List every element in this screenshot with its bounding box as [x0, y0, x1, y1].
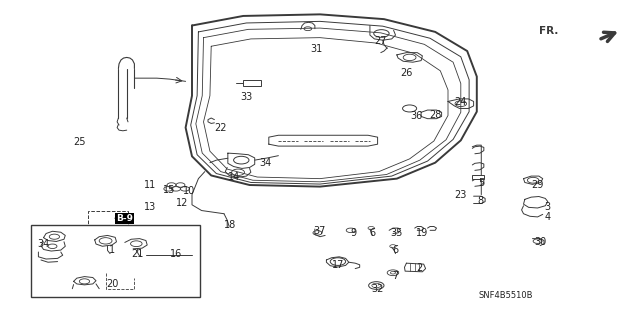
Text: 13: 13 [144, 202, 157, 212]
Text: 34: 34 [259, 158, 272, 168]
Text: 22: 22 [214, 122, 227, 133]
Bar [31, 225, 200, 297]
Text: 31: 31 [310, 44, 323, 55]
Bar [243, 80, 261, 86]
Bar [472, 175, 484, 179]
Text: SNF4B5510B: SNF4B5510B [478, 291, 533, 300]
Text: 35: 35 [390, 228, 403, 238]
Text: 24: 24 [454, 97, 467, 107]
Text: 3: 3 [544, 202, 550, 212]
Text: 18: 18 [224, 220, 237, 230]
Text: 33: 33 [240, 92, 253, 102]
Text: 36: 36 [410, 111, 422, 122]
Text: 25: 25 [74, 137, 86, 147]
Text: 17: 17 [332, 260, 344, 270]
Bar [88, 211, 128, 225]
Text: 5: 5 [478, 178, 484, 189]
Text: 23: 23 [454, 189, 467, 200]
Text: 11: 11 [144, 180, 157, 190]
Text: 6: 6 [369, 228, 376, 238]
Text: 2: 2 [416, 263, 422, 273]
Text: 28: 28 [429, 110, 442, 120]
Text: 27: 27 [374, 36, 387, 47]
Text: 16: 16 [170, 249, 182, 259]
Text: 14: 14 [227, 172, 240, 182]
Text: 15: 15 [163, 185, 176, 195]
Text: 32: 32 [371, 284, 384, 294]
Text: 12: 12 [176, 197, 189, 208]
Text: 9: 9 [350, 228, 356, 238]
Text: FR.: FR. [540, 26, 559, 36]
Text: 29: 29 [531, 180, 544, 190]
Text: 30: 30 [534, 237, 547, 248]
Text: 6: 6 [392, 245, 399, 256]
Text: 4: 4 [544, 212, 550, 222]
Text: 34: 34 [37, 239, 50, 249]
Text: 19: 19 [416, 228, 429, 238]
Text: 37: 37 [314, 226, 326, 236]
Text: 10: 10 [182, 186, 195, 197]
Text: 20: 20 [106, 279, 118, 289]
Text: 7: 7 [392, 271, 399, 281]
Text: 21: 21 [131, 249, 144, 259]
Text: B-9: B-9 [116, 214, 133, 223]
Text: 8: 8 [477, 196, 483, 206]
Text: 26: 26 [400, 68, 413, 78]
Text: 1: 1 [109, 245, 115, 256]
